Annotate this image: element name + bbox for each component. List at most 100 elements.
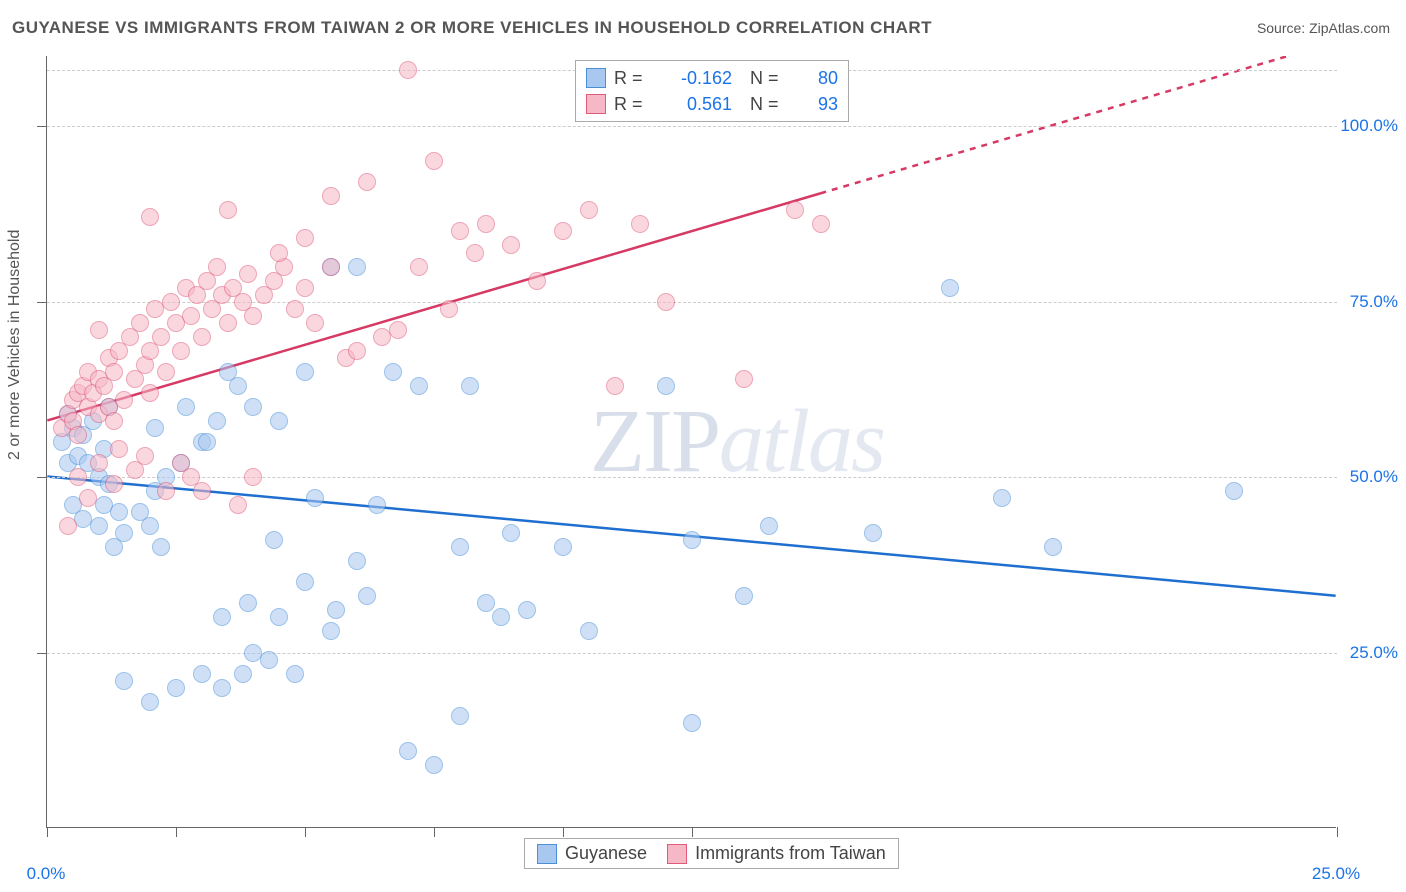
data-point <box>518 601 536 619</box>
data-point <box>735 587 753 605</box>
data-point <box>786 201 804 219</box>
data-point <box>554 538 572 556</box>
data-point <box>270 244 288 262</box>
legend-label: Immigrants from Taiwan <box>695 843 886 864</box>
data-point <box>105 363 123 381</box>
data-point <box>735 370 753 388</box>
data-point <box>115 672 133 690</box>
data-point <box>136 447 154 465</box>
trendline-extrapolated <box>820 56 1335 193</box>
data-point <box>399 61 417 79</box>
data-point <box>492 608 510 626</box>
data-point <box>244 468 262 486</box>
data-point <box>59 517 77 535</box>
data-point <box>461 377 479 395</box>
data-point <box>348 342 366 360</box>
data-point <box>296 229 314 247</box>
data-point <box>141 208 159 226</box>
data-point <box>208 412 226 430</box>
y-tick-label: 25.0% <box>1350 643 1398 663</box>
data-point <box>993 489 1011 507</box>
data-point <box>167 679 185 697</box>
data-point <box>219 201 237 219</box>
data-point <box>141 517 159 535</box>
source-value: ZipAtlas.com <box>1309 20 1390 36</box>
data-point <box>193 328 211 346</box>
x-tick <box>692 827 693 837</box>
chart-source: Source: ZipAtlas.com <box>1257 20 1390 36</box>
data-point <box>384 363 402 381</box>
data-point <box>141 693 159 711</box>
data-point <box>208 258 226 276</box>
data-point <box>229 377 247 395</box>
data-point <box>115 391 133 409</box>
legend-r-label: R = <box>614 94 654 115</box>
data-point <box>157 482 175 500</box>
x-tick <box>434 827 435 837</box>
data-point <box>425 756 443 774</box>
data-point <box>296 363 314 381</box>
data-point <box>229 496 247 514</box>
data-point <box>440 300 458 318</box>
data-point <box>162 293 180 311</box>
scatter-plot <box>46 56 1336 828</box>
legend-r-value: 0.561 <box>662 94 732 115</box>
data-point <box>683 531 701 549</box>
x-tick <box>563 827 564 837</box>
data-point <box>239 265 257 283</box>
data-point <box>554 222 572 240</box>
data-point <box>348 258 366 276</box>
data-point <box>358 587 376 605</box>
data-point <box>286 665 304 683</box>
data-point <box>239 594 257 612</box>
x-tick <box>47 827 48 837</box>
data-point <box>580 622 598 640</box>
data-point <box>234 665 252 683</box>
gridline <box>47 126 1337 127</box>
data-point <box>683 714 701 732</box>
data-point <box>502 236 520 254</box>
data-point <box>213 679 231 697</box>
data-point <box>69 468 87 486</box>
data-point <box>115 524 133 542</box>
data-point <box>348 552 366 570</box>
gridline <box>47 653 1337 654</box>
data-point <box>306 314 324 332</box>
legend-swatch <box>537 844 557 864</box>
data-point <box>451 222 469 240</box>
data-point <box>322 622 340 640</box>
data-point <box>265 531 283 549</box>
y-tick <box>37 477 47 478</box>
chart-title: GUYANESE VS IMMIGRANTS FROM TAIWAN 2 OR … <box>12 18 932 38</box>
data-point <box>270 608 288 626</box>
y-tick <box>37 126 47 127</box>
data-point <box>389 321 407 339</box>
data-point <box>477 215 495 233</box>
x-tick <box>176 827 177 837</box>
legend-label: Guyanese <box>565 843 647 864</box>
y-tick-label: 50.0% <box>1350 467 1398 487</box>
data-point <box>451 538 469 556</box>
data-point <box>1225 482 1243 500</box>
y-axis-label: 2 or more Vehicles in Household <box>6 230 24 460</box>
data-point <box>172 342 190 360</box>
data-point <box>90 517 108 535</box>
data-point <box>410 377 428 395</box>
data-point <box>177 398 195 416</box>
legend-item: Guyanese <box>537 843 647 864</box>
data-point <box>760 517 778 535</box>
data-point <box>110 503 128 521</box>
data-point <box>152 328 170 346</box>
data-point <box>182 307 200 325</box>
data-point <box>260 651 278 669</box>
legend-swatch <box>586 68 606 88</box>
y-tick-label: 75.0% <box>1350 292 1398 312</box>
data-point <box>477 594 495 612</box>
data-point <box>451 707 469 725</box>
data-point <box>410 258 428 276</box>
data-point <box>368 496 386 514</box>
data-point <box>286 300 304 318</box>
data-point <box>864 524 882 542</box>
data-point <box>296 573 314 591</box>
legend-r-value: -0.162 <box>662 68 732 89</box>
